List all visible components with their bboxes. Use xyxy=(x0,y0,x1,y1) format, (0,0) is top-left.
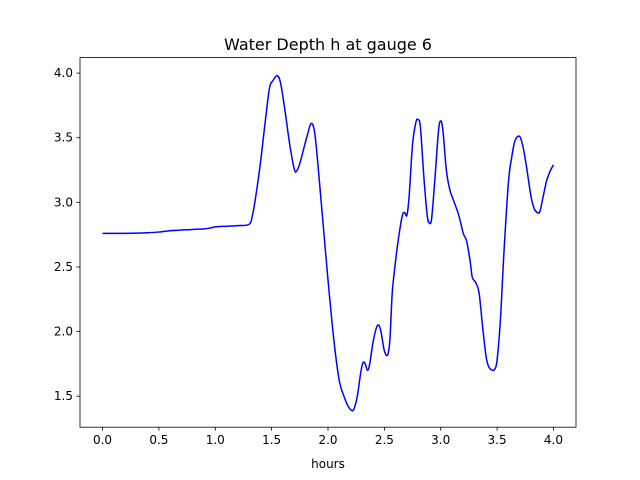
y-tick-label: 4.0 xyxy=(54,66,73,80)
y-tick-label: 1.5 xyxy=(54,389,73,403)
x-tick-label: 2.0 xyxy=(318,433,337,447)
axes-layer: 0.0 0.5 1.0 1.5 2.0 2.5 3.0 3.5 4.0 1.5 2.0 2.5 3.0 3… xyxy=(54,57,577,447)
x-tick-label: 2.5 xyxy=(375,433,394,447)
series-line-0 xyxy=(102,74,555,412)
x-tick-label: 3.5 xyxy=(488,433,507,447)
x-tick-label: 0.5 xyxy=(149,433,168,447)
x-tick-label: 1.5 xyxy=(262,433,281,447)
x-tick-label: 4.0 xyxy=(544,433,563,447)
x-tick-label: 1.0 xyxy=(206,433,225,447)
plot-area xyxy=(80,57,576,428)
y-tick-label: 3.5 xyxy=(54,131,73,145)
y-tick-label: 2.5 xyxy=(54,260,73,274)
x-tick-label: 0.0 xyxy=(93,433,112,447)
data-layer xyxy=(102,74,555,412)
chart-title: Water Depth h at gauge 6 xyxy=(224,35,432,54)
y-tick-label: 2.0 xyxy=(54,325,73,339)
x-tick-label: 3.0 xyxy=(431,433,450,447)
x-axis-label: hours xyxy=(311,457,345,471)
y-tick-label: 3.0 xyxy=(54,195,73,209)
